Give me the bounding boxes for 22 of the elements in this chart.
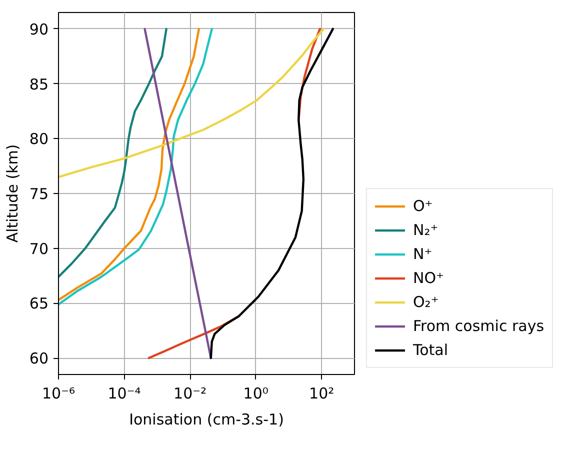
legend-label: Total bbox=[413, 341, 448, 359]
y-tick-label: 70 bbox=[29, 240, 49, 258]
x-tick-label: 10⁰ bbox=[243, 384, 268, 402]
y-tick-label: 75 bbox=[29, 185, 49, 203]
x-tick-label: 10⁻² bbox=[174, 384, 207, 402]
y-tick-label: 90 bbox=[29, 20, 49, 38]
x-tick-label: 10⁻⁶ bbox=[42, 384, 76, 402]
y-tick-label: 60 bbox=[29, 350, 49, 368]
legend-label: O₂⁺ bbox=[413, 293, 439, 311]
y-axis-title: Altitude (km) bbox=[3, 144, 22, 243]
y-tick-label: 85 bbox=[29, 75, 49, 94]
line-series bbox=[144, 28, 212, 360]
legend-label: O⁺ bbox=[413, 197, 433, 215]
x-tick-label: 10⁻⁴ bbox=[108, 384, 141, 402]
x-tick-label: 10² bbox=[309, 384, 334, 402]
legend-label: N₂⁺ bbox=[413, 221, 438, 239]
legend-label: NO⁺ bbox=[413, 269, 444, 287]
x-axis-title: Ionisation (cm-3.s-1) bbox=[129, 410, 284, 428]
y-tick-label: 65 bbox=[29, 294, 49, 313]
y-tick-label: 80 bbox=[29, 130, 49, 148]
legend-label: From cosmic rays bbox=[413, 317, 544, 335]
legend-label: N⁺ bbox=[413, 245, 433, 263]
